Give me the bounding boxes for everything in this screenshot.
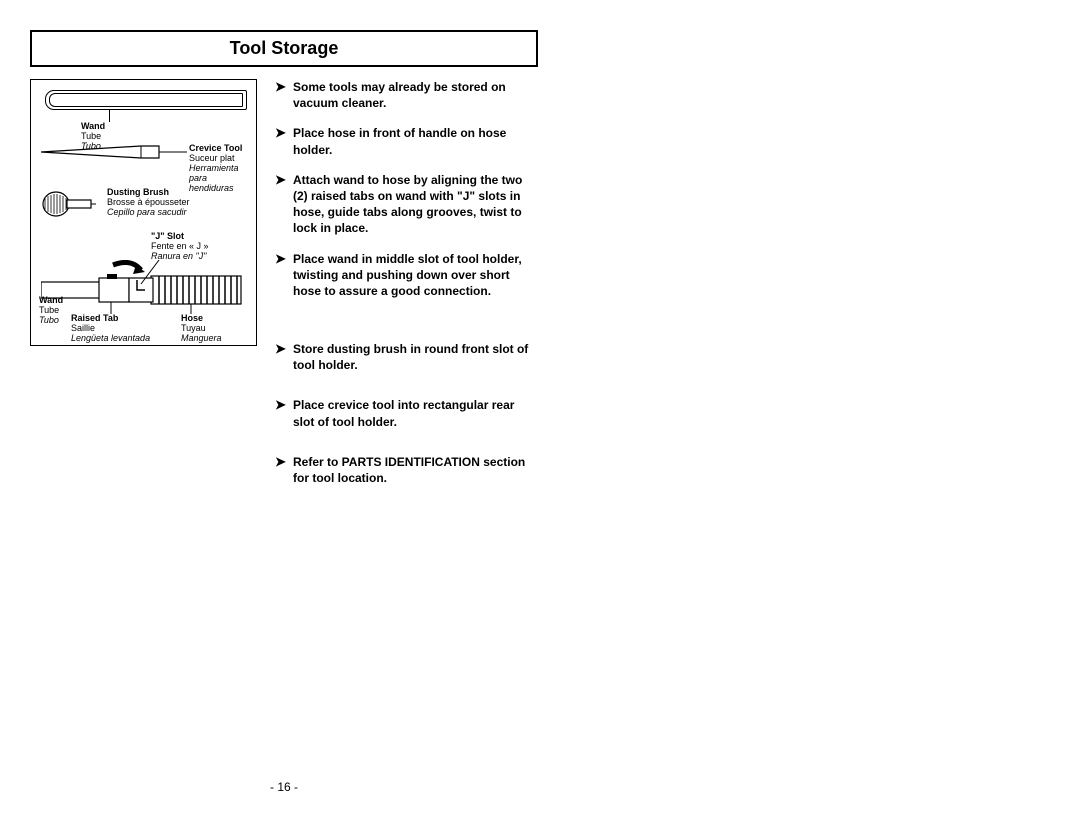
bullet-item: ➤ Place hose in front of handle on hose … bbox=[275, 125, 535, 157]
bullet-text: Some tools may already be stored on vacu… bbox=[293, 79, 535, 111]
raisedtab-en: Raised Tab bbox=[71, 313, 118, 323]
wand2-fr: Tube bbox=[39, 305, 59, 315]
crevice-label: Crevice Tool Suceur plat Herramienta par… bbox=[189, 144, 251, 193]
bullet-arrow-icon: ➤ bbox=[275, 397, 289, 413]
bullet-arrow-icon: ➤ bbox=[275, 172, 289, 188]
crevice-fr: Suceur plat bbox=[189, 153, 235, 163]
crevice-es: Herramienta para hendiduras bbox=[189, 164, 251, 194]
crevice-tool-shape bbox=[41, 145, 161, 157]
wand2-label: Wand Tube Tubo bbox=[39, 296, 63, 326]
bullet-arrow-icon: ➤ bbox=[275, 125, 289, 141]
bullet-item: ➤ Place wand in middle slot of tool hold… bbox=[275, 251, 535, 300]
spacer bbox=[275, 313, 535, 341]
hose-label: Hose Tuyau Manguera bbox=[181, 314, 222, 344]
brush-en: Dusting Brush bbox=[107, 187, 169, 197]
wand2-es: Tubo bbox=[39, 315, 59, 325]
content-row: Wand Tube Tubo Crevice Tool Suceur plat … bbox=[30, 79, 570, 500]
bullet-item: ➤ Some tools may already be stored on va… bbox=[275, 79, 535, 111]
jslot-en: "J" Slot bbox=[151, 231, 184, 241]
bullet-item: ➤ Attach wand to hose by aligning the tw… bbox=[275, 172, 535, 237]
bullet-arrow-icon: ➤ bbox=[275, 454, 289, 470]
wand2-en: Wand bbox=[39, 295, 63, 305]
bullet-text: Place hose in front of handle on hose ho… bbox=[293, 125, 535, 157]
bullet-text: Place wand in middle slot of tool holder… bbox=[293, 251, 535, 300]
manual-page: Tool Storage Wand Tube Tubo bbox=[30, 30, 570, 500]
brush-label: Dusting Brush Brosse à épousseter Cepill… bbox=[107, 188, 190, 218]
crevice-en: Crevice Tool bbox=[189, 143, 242, 153]
hose-es: Manguera bbox=[181, 333, 222, 343]
jslot-fr: Fente en « J » bbox=[151, 241, 209, 251]
dusting-brush-shape bbox=[41, 190, 96, 221]
bullet-arrow-icon: ➤ bbox=[275, 251, 289, 267]
raisedtab-label: Raised Tab Saillie Lengüeta levantada bbox=[71, 314, 150, 344]
brush-es: Cepillo para sacudir bbox=[107, 207, 187, 217]
wand-en: Wand bbox=[81, 121, 105, 131]
bullet-item: ➤ Place crevice tool into rectangular re… bbox=[275, 397, 535, 429]
wand-fr: Tube bbox=[81, 131, 101, 141]
jslot-label: "J" Slot Fente en « J » Ranura en "J" bbox=[151, 232, 209, 262]
wand-pointer-line bbox=[109, 110, 110, 122]
wand-inner-line bbox=[49, 93, 243, 107]
tool-diagram: Wand Tube Tubo Crevice Tool Suceur plat … bbox=[30, 79, 257, 346]
page-number: - 16 - bbox=[270, 780, 298, 794]
bullet-item: ➤ Store dusting brush in round front slo… bbox=[275, 341, 535, 373]
section-title: Tool Storage bbox=[230, 38, 339, 58]
raisedtab-es: Lengüeta levantada bbox=[71, 333, 150, 343]
spacer bbox=[275, 444, 535, 454]
bullet-text: Store dusting brush in round front slot … bbox=[293, 341, 535, 373]
hose-fr: Tuyau bbox=[181, 323, 206, 333]
section-title-box: Tool Storage bbox=[30, 30, 538, 67]
brush-fr: Brosse à épousseter bbox=[107, 197, 190, 207]
bullet-text: Place crevice tool into rectangular rear… bbox=[293, 397, 535, 429]
instructions-column: ➤ Some tools may already be stored on va… bbox=[275, 79, 535, 500]
hose-en: Hose bbox=[181, 313, 203, 323]
bullet-text: Attach wand to hose by aligning the two … bbox=[293, 172, 535, 237]
bullet-arrow-icon: ➤ bbox=[275, 79, 289, 95]
spacer bbox=[275, 387, 535, 397]
raisedtab-fr: Saillie bbox=[71, 323, 95, 333]
bullet-text: Refer to PARTS IDENTIFICATION section fo… bbox=[293, 454, 535, 486]
bullet-item: ➤ Refer to PARTS IDENTIFICATION section … bbox=[275, 454, 535, 486]
bullet-arrow-icon: ➤ bbox=[275, 341, 289, 357]
